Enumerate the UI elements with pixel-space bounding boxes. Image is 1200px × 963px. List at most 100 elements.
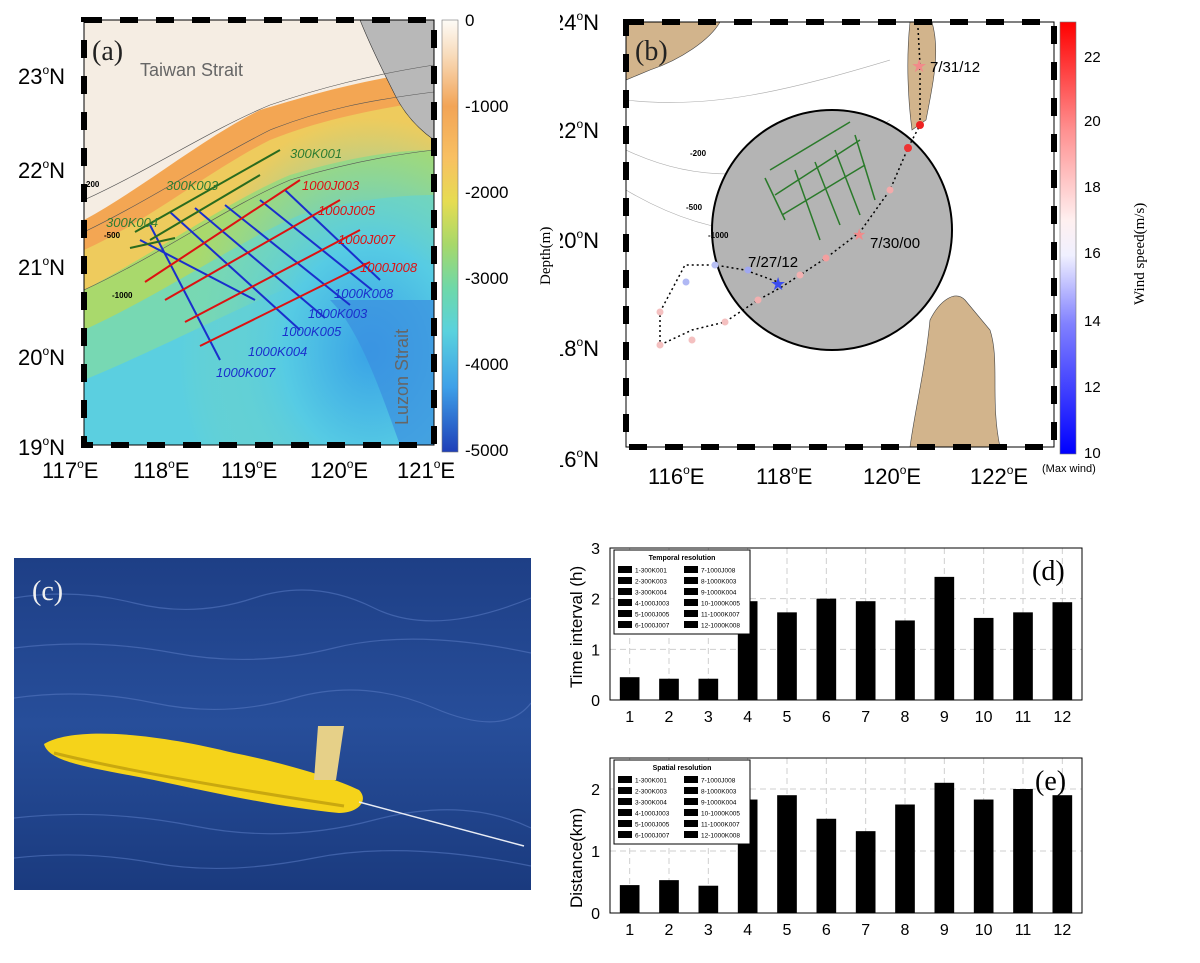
track-point <box>656 341 664 349</box>
panel-e-spatial-resolution-chart: 012 1 2 3 4 5 6 7 8 9 10 11 12 Distance(km) (e) Spa… <box>567 757 1083 939</box>
x-tick-label: 9 <box>940 922 949 939</box>
lat-tick: 20oN <box>560 227 599 253</box>
taiwan-strait-label: Taiwan Strait <box>140 60 243 80</box>
panel-b-lon-ticks: 116oE 118oE 120oE 122oE <box>648 463 1028 489</box>
y-tick-label: 1 <box>591 642 600 659</box>
legend-swatch <box>618 798 632 805</box>
glider-label: 1000K008 <box>334 286 394 301</box>
x-tick-label: 7 <box>861 709 870 726</box>
x-tick-label: 6 <box>822 922 831 939</box>
track-point <box>711 261 719 269</box>
colorbar-tick: -4000 <box>465 355 508 374</box>
glider-tracks-inset <box>764 121 876 241</box>
panel-b-isobath-labels: -200 -500 -1000 <box>686 149 729 240</box>
bar <box>777 795 797 913</box>
legend-swatch <box>618 588 632 595</box>
glider-label: 300K001 <box>290 146 342 161</box>
glider-label: 1000K003 <box>308 306 368 321</box>
bar <box>1013 612 1033 700</box>
colorbar-tick: -3000 <box>465 269 508 288</box>
x-tick-label: 11 <box>1015 922 1032 939</box>
legend-swatch <box>618 577 632 584</box>
colorbar-tick: 10 <box>1084 445 1101 462</box>
glider-label: 1000K004 <box>248 344 307 359</box>
colorbar-tick: 18 <box>1084 179 1101 196</box>
bar <box>1013 789 1033 913</box>
legend-swatch <box>684 776 698 783</box>
legend-item: 2-300K003 <box>635 579 667 586</box>
x-tick-label: 10 <box>975 709 993 726</box>
track-point <box>796 271 804 279</box>
legend-item: 8-1000K003 <box>701 579 737 586</box>
x-tick-label: 5 <box>783 709 792 726</box>
legend-box <box>613 759 751 845</box>
x-tick-label: 2 <box>665 709 674 726</box>
legend-item: 4-1000J003 <box>635 601 670 608</box>
colorbar-tick: 22 <box>1084 49 1101 66</box>
legend-item: 1-300K001 <box>635 778 667 785</box>
legend-item: 1-300K001 <box>635 568 667 575</box>
legend: Spatial resolution 1-300K001 7-1000J008 2-3… <box>613 759 751 845</box>
bar <box>934 782 955 913</box>
track-star: ★ <box>770 274 786 294</box>
bar <box>816 818 837 913</box>
legend-title: Spatial resolution <box>653 765 712 772</box>
lon-tick: 121oE <box>397 457 455 483</box>
legend: Temporal resolution 1-300K001 7-1000J008 2-… <box>613 549 751 635</box>
legend-item: 5-1000J005 <box>635 612 670 619</box>
y-tick-label: 2 <box>591 592 600 609</box>
x-tick-label: 12 <box>1053 709 1071 726</box>
track-date-label: 7/30/00 <box>870 235 920 252</box>
glider-label: 300K004 <box>106 215 158 230</box>
bar <box>619 885 640 913</box>
legend-swatch <box>684 831 698 838</box>
track-point <box>916 121 924 129</box>
colorbar-tick: 0 <box>465 11 474 30</box>
y-tick-label: 1 <box>591 844 600 861</box>
bar <box>698 678 719 700</box>
x-tick-label: 9 <box>940 709 949 726</box>
lon-tick: 120oE <box>863 463 921 489</box>
track-point <box>754 296 762 304</box>
legend-item: 12-1000K008 <box>701 623 740 630</box>
x-tick-label: 8 <box>901 922 910 939</box>
colorbar-tick: -2000 <box>465 183 508 202</box>
x-tick-label: 7 <box>861 922 870 939</box>
panel-e-label: (e) <box>1035 766 1066 797</box>
bar <box>619 677 640 700</box>
isobath-label: -500 <box>104 231 121 240</box>
track-point <box>721 318 729 326</box>
lon-tick: 120oE <box>310 457 368 483</box>
track-point <box>822 254 830 262</box>
legend-item: 7-1000J008 <box>701 778 736 785</box>
typhoon-track: ★ ★ ★ <box>656 27 927 349</box>
track-point <box>904 144 912 152</box>
bar <box>855 831 876 913</box>
legend-item: 6-1000J007 <box>635 833 670 840</box>
lat-tick: 23oN <box>18 63 65 89</box>
legend-item: 8-1000K003 <box>701 789 737 796</box>
bar <box>895 620 915 700</box>
panel-a-label: (a) <box>92 36 123 67</box>
legend-swatch <box>618 610 632 617</box>
glider-label: 1000J008 <box>360 260 418 275</box>
panel-b-typhoon-track-map: ★ ★ ★ 7/31/12 7/30/00 7/27/12 -200 -500 … <box>560 9 1148 489</box>
track-date-labels: 7/31/12 7/30/00 7/27/12 <box>748 59 980 271</box>
legend-title: Temporal resolution <box>649 555 716 562</box>
colorbar-tick: 20 <box>1084 113 1101 130</box>
legend-swatch <box>618 621 632 628</box>
lat-tick: 20oN <box>18 344 65 370</box>
legend-swatch <box>618 787 632 794</box>
legend-swatch <box>684 610 698 617</box>
lat-tick: 16oN <box>560 446 599 472</box>
y-tick-label: 2 <box>591 782 600 799</box>
panel-a-lon-ticks: 117oE 118oE 119oE 120oE 121oE <box>42 457 455 483</box>
bar <box>934 576 955 700</box>
panel-a-bathymetry-map: (a) Taiwan Strait Luzon Strait 200 -500 … <box>18 11 554 483</box>
legend-item: 3-300K004 <box>635 590 667 597</box>
panel-b-label: (b) <box>635 36 668 67</box>
legend-item: 11-1000K007 <box>701 612 740 619</box>
x-tick-label: 8 <box>901 709 910 726</box>
legend-swatch <box>618 599 632 606</box>
